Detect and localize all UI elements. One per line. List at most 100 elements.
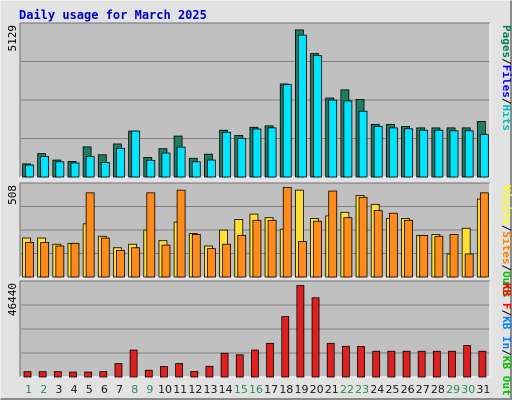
day-label-22: 22 <box>340 383 354 396</box>
sites-bar-day-5 <box>85 192 95 278</box>
day-label-15: 15 <box>234 383 248 396</box>
day-label-28: 28 <box>431 383 445 396</box>
sites-bar-day-31 <box>479 192 489 278</box>
day-label-29: 29 <box>446 383 460 396</box>
hits-bar-day-19 <box>298 34 307 178</box>
kbf-bar-day-5 <box>84 371 93 378</box>
hits-bar-day-7 <box>116 147 125 178</box>
kbf-bar-day-17 <box>266 342 274 378</box>
sites-bar-day-8 <box>131 247 141 278</box>
day-label-17: 17 <box>264 383 278 396</box>
hits-bar-day-17 <box>267 127 277 178</box>
sites-bar-day-10 <box>161 244 171 278</box>
sites-bar-day-26 <box>404 219 413 278</box>
kbf-bar-day-26 <box>402 350 411 378</box>
sites-bar-day-11 <box>176 189 186 278</box>
sites-bar-day-6 <box>100 237 110 278</box>
sites-bar-day-18 <box>282 187 292 278</box>
hits-bar-day-4 <box>70 162 80 178</box>
legend-separator: / <box>500 349 512 356</box>
hits-bar-day-6 <box>100 161 110 178</box>
day-label-7: 7 <box>116 383 123 396</box>
sites-bar-day-16 <box>252 219 262 278</box>
kbf-bar-day-20 <box>311 297 320 378</box>
legend-entry-pages: Pages <box>500 25 512 58</box>
sites-bar-day-2 <box>40 242 50 278</box>
kbf-bar-day-23 <box>357 346 365 378</box>
day-label-8: 8 <box>131 383 138 396</box>
kbf-bar-day-22 <box>341 345 350 378</box>
day-label-9: 9 <box>146 383 153 396</box>
day-label-30: 30 <box>461 383 475 396</box>
kbf-bar-day-12 <box>190 371 199 378</box>
kbf-bar-day-29 <box>448 350 456 378</box>
sites-bar-day-3 <box>55 245 65 278</box>
sites-bar-day-9 <box>146 192 156 278</box>
kbf-bar-day-27 <box>417 350 426 378</box>
sites-bar-day-17 <box>267 219 277 278</box>
hits-bar-day-20 <box>313 55 322 178</box>
hits-bar-day-31 <box>479 134 489 178</box>
kbf-bar-day-16 <box>251 349 259 378</box>
kbf-bar-day-2 <box>38 371 47 378</box>
kbf-bar-day-13 <box>205 365 214 378</box>
sites-bar-day-4 <box>70 242 80 278</box>
kbf-bar-day-1 <box>23 371 32 378</box>
hits-bar-day-1 <box>25 164 34 178</box>
sites-bar-day-29 <box>449 234 459 278</box>
kbf-bar-day-7 <box>114 363 123 378</box>
hits-bar-day-22 <box>343 100 353 178</box>
legend-panel-2: Visits/Sites/Outs <box>500 185 512 298</box>
hits-bar-day-23 <box>358 110 368 178</box>
hits-bar-day-13 <box>207 159 216 178</box>
sites-bar-day-27 <box>419 234 429 278</box>
kbf-bar-day-19 <box>296 285 305 378</box>
sites-bar-day-14 <box>222 243 231 278</box>
legend-entry-kb-f: KB F <box>500 283 512 310</box>
hits-bar-day-15 <box>237 137 247 178</box>
day-label-25: 25 <box>385 383 399 396</box>
hits-bar-day-2 <box>40 156 50 178</box>
kbf-bar-day-24 <box>372 350 381 378</box>
sites-bar-day-25 <box>388 212 398 278</box>
kbf-bar-day-31 <box>478 350 487 378</box>
legend-entry-outs: Outs <box>500 271 512 298</box>
day-label-23: 23 <box>355 383 369 396</box>
day-label-20: 20 <box>310 383 324 396</box>
kbf-bar-day-11 <box>175 363 184 378</box>
sites-bar-day-19 <box>298 241 307 278</box>
sites-bar-day-12 <box>191 234 201 278</box>
day-label-27: 27 <box>416 383 430 396</box>
kbf-bar-day-14 <box>220 352 229 378</box>
day-label-4: 4 <box>71 383 78 396</box>
legend-entry-kb-in: KB In <box>500 316 512 349</box>
sites-bar-day-24 <box>373 210 383 278</box>
hits-bar-day-3 <box>55 161 65 178</box>
day-label-18: 18 <box>279 383 293 396</box>
hits-bar-day-25 <box>388 127 398 178</box>
hits-bar-day-29 <box>449 130 459 178</box>
kbf-bar-day-6 <box>99 371 108 378</box>
hits-bar-day-11 <box>176 146 186 178</box>
kbf-bar-day-21 <box>326 342 335 378</box>
sites-bar-day-20 <box>313 220 322 278</box>
hits-bar-day-18 <box>282 84 292 178</box>
legend-entry-files: Files <box>500 65 512 98</box>
sites-bar-day-7 <box>116 250 125 278</box>
hits-bar-day-24 <box>373 126 383 178</box>
chart-title: Daily usage for March 2025 <box>19 8 207 22</box>
legend-entry-visits: Visits <box>500 185 512 225</box>
day-label-26: 26 <box>401 383 415 396</box>
sites-bar-day-28 <box>434 235 444 278</box>
day-label-14: 14 <box>219 383 233 396</box>
kbf-bar-day-10 <box>160 366 168 378</box>
day-label-11: 11 <box>173 383 187 396</box>
legend-separator: / <box>500 265 512 272</box>
kbf-bar-day-9 <box>144 369 153 378</box>
legend-entry-sites: Sites <box>500 231 512 264</box>
hits-bar-day-12 <box>191 161 201 178</box>
sites-bar-day-23 <box>358 196 368 278</box>
sites-bar-day-21 <box>328 190 338 278</box>
legend-panel-3: KB F/KB In/KB Out <box>500 283 512 396</box>
